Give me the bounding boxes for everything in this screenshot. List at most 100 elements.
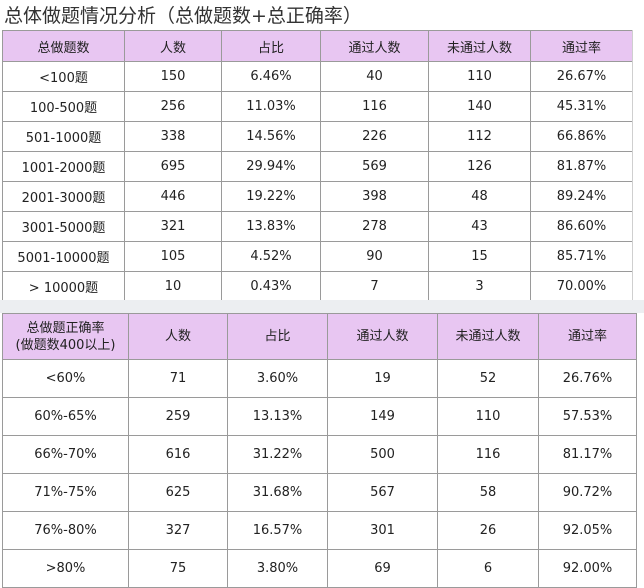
- row-label-cell: <60%: [2, 359, 129, 398]
- page-edge: [632, 30, 633, 300]
- table-cell: 569: [320, 151, 429, 182]
- table-cell: 26.67%: [530, 61, 633, 92]
- table-row: 60%-65% 259 13.13% 149 110 57.53%: [2, 397, 637, 436]
- table-cell: 16.57%: [227, 511, 328, 550]
- row-label-cell: 501-1000题: [2, 121, 125, 152]
- table-row: 2001-3000题 446 19.22% 398 48 89.24%: [2, 181, 633, 212]
- table-cell: 398: [320, 181, 429, 212]
- table-cell: 89.24%: [530, 181, 633, 212]
- table-cell: 13.83%: [221, 211, 321, 242]
- table-cell: 7: [320, 271, 429, 302]
- table-cell: 110: [428, 61, 531, 92]
- table-row: 501-1000题 338 14.56% 226 112 66.86%: [2, 121, 633, 152]
- accuracy-rate-table: 总做题正确率 (做题数400以上) 人数 占比 通过人数 未通过人数 通过率 <…: [2, 313, 637, 588]
- table-row: 100-500题 256 11.03% 116 140 45.31%: [2, 91, 633, 122]
- table-cell: 110: [437, 397, 539, 436]
- table-cell: 43: [428, 211, 531, 242]
- row-label-cell: 71%-75%: [2, 473, 129, 512]
- table-cell: 70.00%: [530, 271, 633, 302]
- table-cell: 3: [428, 271, 531, 302]
- row-label-cell: <100题: [2, 61, 125, 92]
- table-cell: 14.56%: [221, 121, 321, 152]
- table-header-row: 总做题正确率 (做题数400以上) 人数 占比 通过人数 未通过人数 通过率: [2, 313, 637, 360]
- table-cell: 11.03%: [221, 91, 321, 122]
- header-cell: 人数: [128, 313, 228, 360]
- table-row: 76%-80% 327 16.57% 301 26 92.05%: [2, 511, 637, 550]
- question-count-table: 总做题数 人数 占比 通过人数 未通过人数 通过率 <100题 150 6.46% 4…: [2, 30, 633, 302]
- table-row: 5001-10000题 105 4.52% 90 15 85.71%: [2, 241, 633, 272]
- table-cell: 446: [124, 181, 222, 212]
- section-divider: [0, 300, 644, 313]
- row-label-cell: > 10000题: [2, 271, 125, 302]
- table-row: <100题 150 6.46% 40 110 26.67%: [2, 61, 633, 92]
- table-cell: 278: [320, 211, 429, 242]
- table-cell: 6.46%: [221, 61, 321, 92]
- table-cell: 19.22%: [221, 181, 321, 212]
- table-cell: 69: [327, 549, 438, 588]
- table-cell: 45.31%: [530, 91, 633, 122]
- header-sub-label: (做题数400以上): [15, 337, 116, 353]
- table-cell: 48: [428, 181, 531, 212]
- table-cell: 3.80%: [227, 549, 328, 588]
- row-label-cell: 76%-80%: [2, 511, 129, 550]
- table-cell: 149: [327, 397, 438, 436]
- header-cell: 未通过人数: [428, 30, 531, 62]
- table-cell: 58: [437, 473, 539, 512]
- header-cell: 通过率: [538, 313, 637, 360]
- table-cell: 616: [128, 435, 228, 474]
- table-cell: 13.13%: [227, 397, 328, 436]
- table-cell: 90.72%: [538, 473, 637, 512]
- table-row: 71%-75% 625 31.68% 567 58 90.72%: [2, 473, 637, 512]
- header-cell: 总做题数: [2, 30, 125, 62]
- table-cell: 116: [437, 435, 539, 474]
- table-cell: 695: [124, 151, 222, 182]
- header-cell: 占比: [221, 30, 321, 62]
- table-cell: 150: [124, 61, 222, 92]
- table-cell: 500: [327, 435, 438, 474]
- table-row: 3001-5000题 321 13.83% 278 43 86.60%: [2, 211, 633, 242]
- table-cell: 86.60%: [530, 211, 633, 242]
- row-label-cell: 2001-3000题: [2, 181, 125, 212]
- table-cell: 321: [124, 211, 222, 242]
- table-row: 66%-70% 616 31.22% 500 116 81.17%: [2, 435, 637, 474]
- row-label-cell: 5001-10000题: [2, 241, 125, 272]
- table-cell: 52: [437, 359, 539, 398]
- table-cell: 66.86%: [530, 121, 633, 152]
- table-cell: 92.00%: [538, 549, 637, 588]
- header-main-label: 总做题正确率: [26, 320, 105, 336]
- table-cell: 112: [428, 121, 531, 152]
- table-cell: 75: [128, 549, 228, 588]
- table-cell: 126: [428, 151, 531, 182]
- row-label-cell: 3001-5000题: [2, 211, 125, 242]
- header-cell: 人数: [124, 30, 222, 62]
- table-cell: 140: [428, 91, 531, 122]
- header-cell: 未通过人数: [437, 313, 539, 360]
- table-row: > 10000题 10 0.43% 7 3 70.00%: [2, 271, 633, 302]
- table-cell: 10: [124, 271, 222, 302]
- table-cell: 19: [327, 359, 438, 398]
- header-cell: 总做题正确率 (做题数400以上): [2, 313, 129, 360]
- table-cell: 4.52%: [221, 241, 321, 272]
- table-cell: 26.76%: [538, 359, 637, 398]
- table-cell: 105: [124, 241, 222, 272]
- row-label-cell: 66%-70%: [2, 435, 129, 474]
- row-label-cell: 100-500题: [2, 91, 125, 122]
- table-cell: 259: [128, 397, 228, 436]
- table-row: >80% 75 3.80% 69 6 92.00%: [2, 549, 637, 588]
- header-cell: 占比: [227, 313, 328, 360]
- table-cell: 338: [124, 121, 222, 152]
- table-cell: 226: [320, 121, 429, 152]
- table-cell: 57.53%: [538, 397, 637, 436]
- header-cell: 通过人数: [320, 30, 429, 62]
- table-cell: 40: [320, 61, 429, 92]
- table-cell: 92.05%: [538, 511, 637, 550]
- table-cell: 81.17%: [538, 435, 637, 474]
- row-label-cell: 1001-2000题: [2, 151, 125, 182]
- table-row: <60% 71 3.60% 19 52 26.76%: [2, 359, 637, 398]
- table-cell: 90: [320, 241, 429, 272]
- row-label-cell: 60%-65%: [2, 397, 129, 436]
- table-cell: 256: [124, 91, 222, 122]
- table-cell: 567: [327, 473, 438, 512]
- header-cell: 通过率: [530, 30, 633, 62]
- table-cell: 31.68%: [227, 473, 328, 512]
